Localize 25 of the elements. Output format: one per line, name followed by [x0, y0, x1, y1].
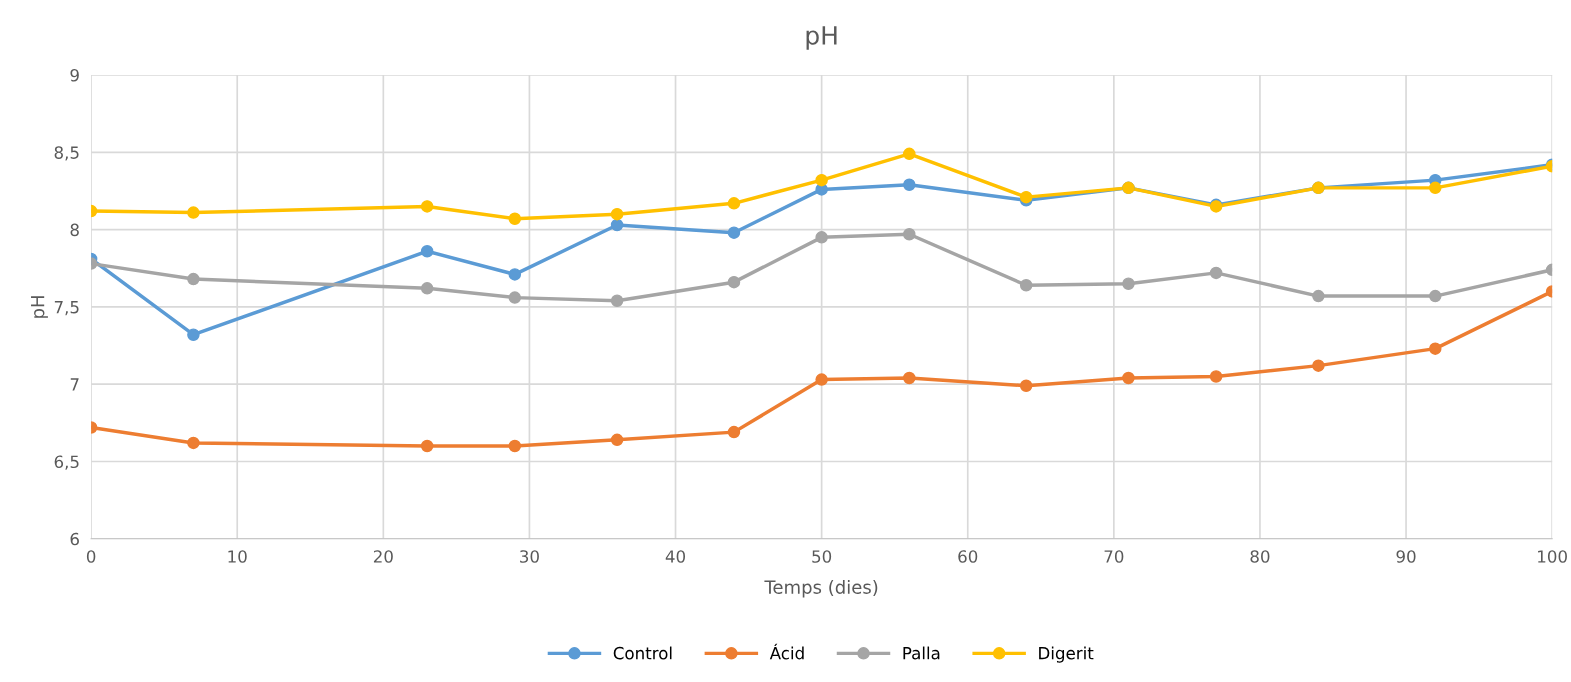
- y-axis-title: pH: [31, 296, 48, 318]
- y-tick-label: 6,5: [54, 455, 79, 470]
- legend-label: Ácid: [769, 643, 804, 660]
- x-tick-label: 0: [86, 550, 96, 563]
- y-tick-label: 7,5: [54, 301, 79, 316]
- x-tick-label: 60: [958, 550, 978, 563]
- legend-label: Control: [613, 646, 672, 660]
- chart-title: pH: [806, 26, 837, 50]
- y-tick-label: 8: [70, 223, 79, 237]
- x-tick-label: 50: [812, 550, 832, 563]
- x-tick-label: 90: [1396, 550, 1416, 563]
- x-tick-label: 70: [1104, 550, 1124, 563]
- x-tick-label: 100: [1538, 550, 1567, 563]
- x-tick-label: 20: [373, 550, 393, 563]
- x-axis-title: Temps (dies): [764, 579, 878, 598]
- x-tick-label: 40: [665, 550, 686, 563]
- y-tick-label: 7: [70, 378, 79, 391]
- x-tick-label: 30: [520, 550, 539, 563]
- y-tick-label: 8,5: [54, 146, 79, 161]
- x-tick-label: 10: [228, 550, 247, 563]
- legend-label: Palla: [903, 646, 940, 660]
- legend-label: Digerit: [1039, 646, 1094, 663]
- y-tick-label: 9: [70, 68, 79, 82]
- x-tick-label: 80: [1250, 550, 1270, 563]
- y-tick-label: 6: [70, 532, 79, 546]
